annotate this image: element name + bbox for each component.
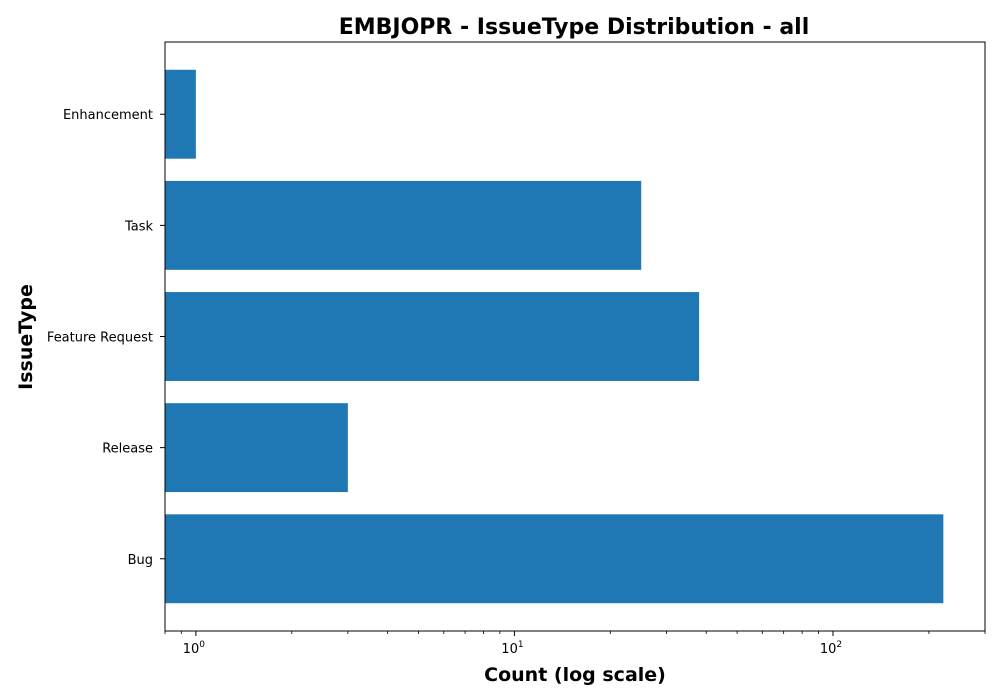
y-tick-label: Bug — [128, 553, 153, 568]
y-axis-ticks: Bug Release Feature Request Task Enhancement — [47, 108, 165, 568]
plot-frame — [164, 41, 986, 632]
bar-task — [165, 180, 642, 270]
bar-bug — [165, 514, 944, 604]
x-tick-label: 102 — [820, 640, 842, 657]
y-tick-label: Task — [124, 219, 154, 234]
bar-enhancement — [165, 69, 196, 159]
bars-group — [165, 69, 944, 604]
x-tick-label: 100 — [183, 640, 206, 657]
bar-release — [165, 403, 348, 493]
y-tick-label: Enhancement — [63, 108, 153, 123]
y-tick-label: Release — [102, 442, 153, 457]
x-axis-label: Count (log scale) — [484, 664, 666, 686]
bar-feature-request — [165, 292, 700, 381]
y-axis-label: IssueType — [15, 284, 37, 390]
x-tick-label: 101 — [501, 640, 523, 657]
chart-title: EMBJOPR - IssueType Distribution - all — [339, 15, 810, 40]
y-tick-label: Feature Request — [47, 331, 153, 346]
x-axis-ticks: 100 101 102 — [164, 631, 986, 657]
